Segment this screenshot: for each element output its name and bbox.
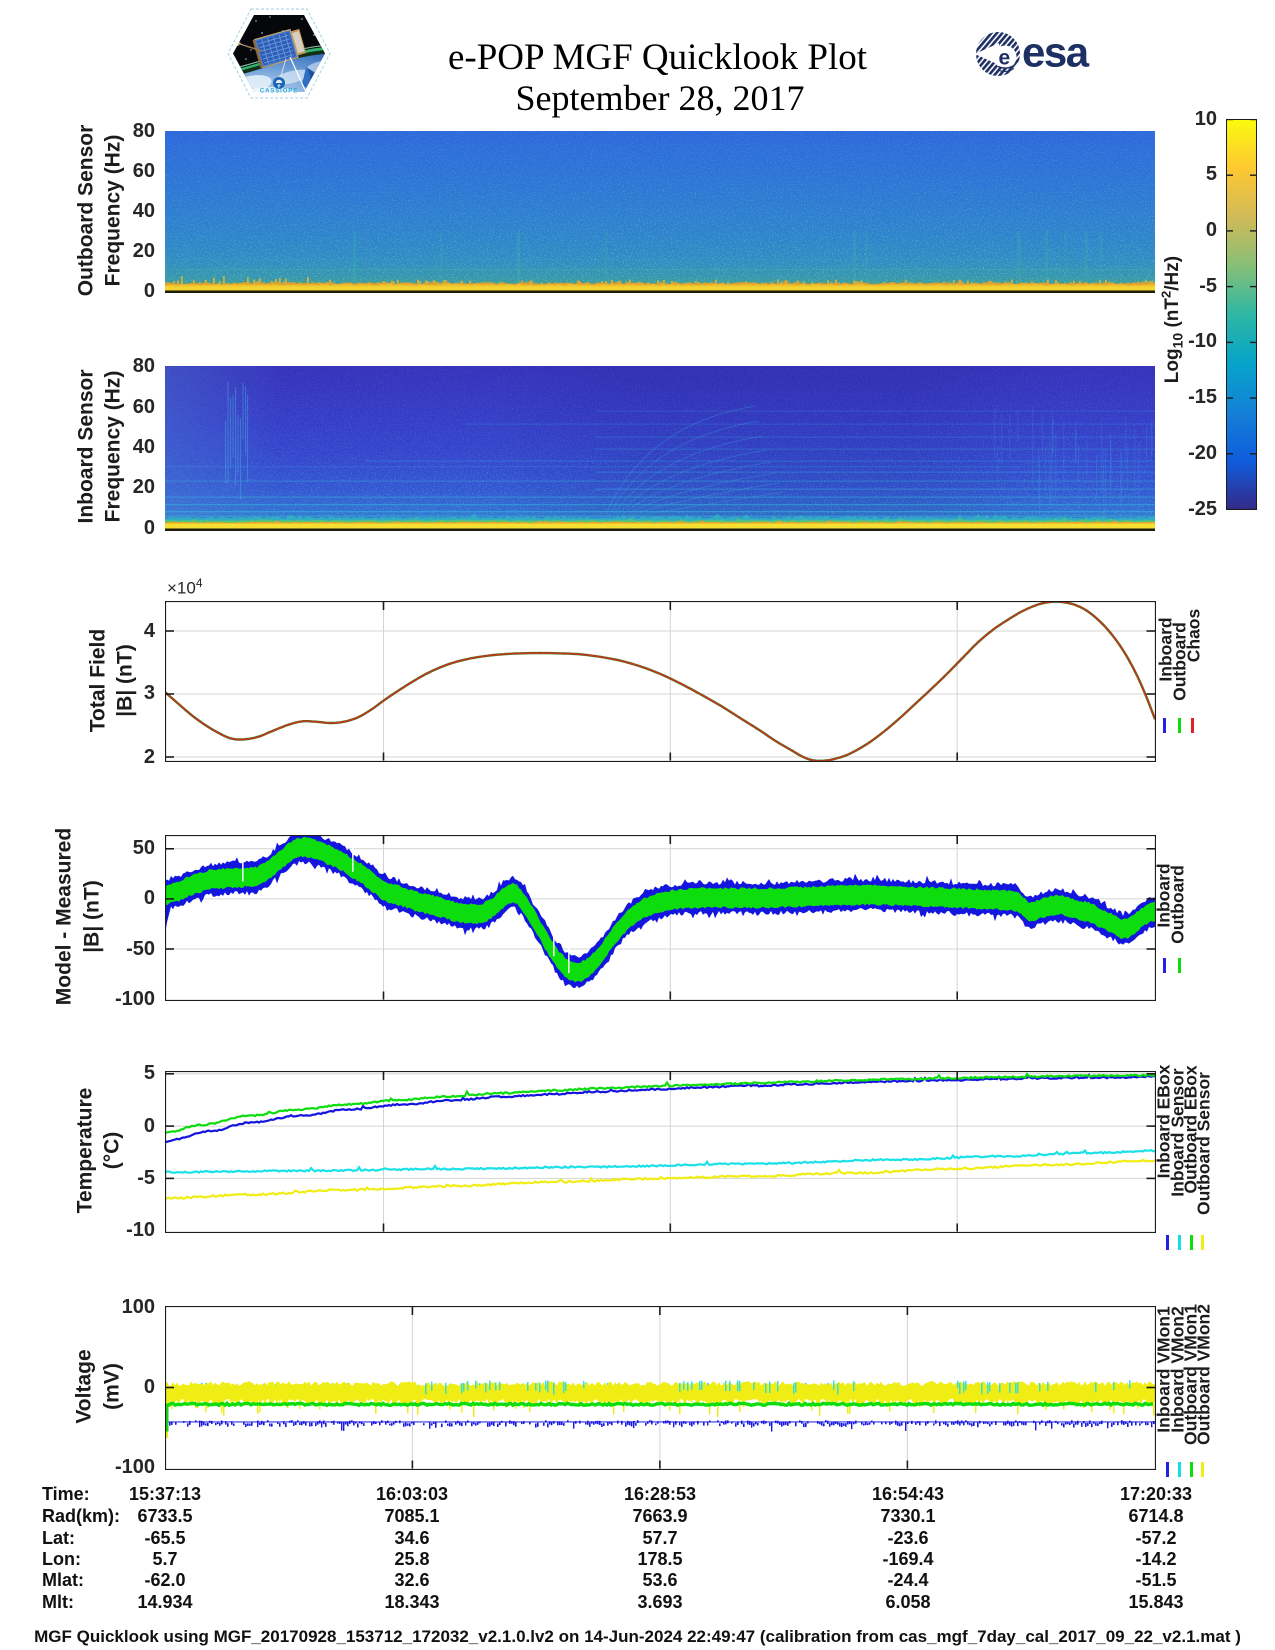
svg-text:esa: esa (1022, 29, 1090, 76)
svg-text:e: e (277, 84, 280, 90)
svg-text:CASSIOPE: CASSIOPE (260, 89, 298, 95)
svg-text:e: e (999, 47, 1011, 70)
